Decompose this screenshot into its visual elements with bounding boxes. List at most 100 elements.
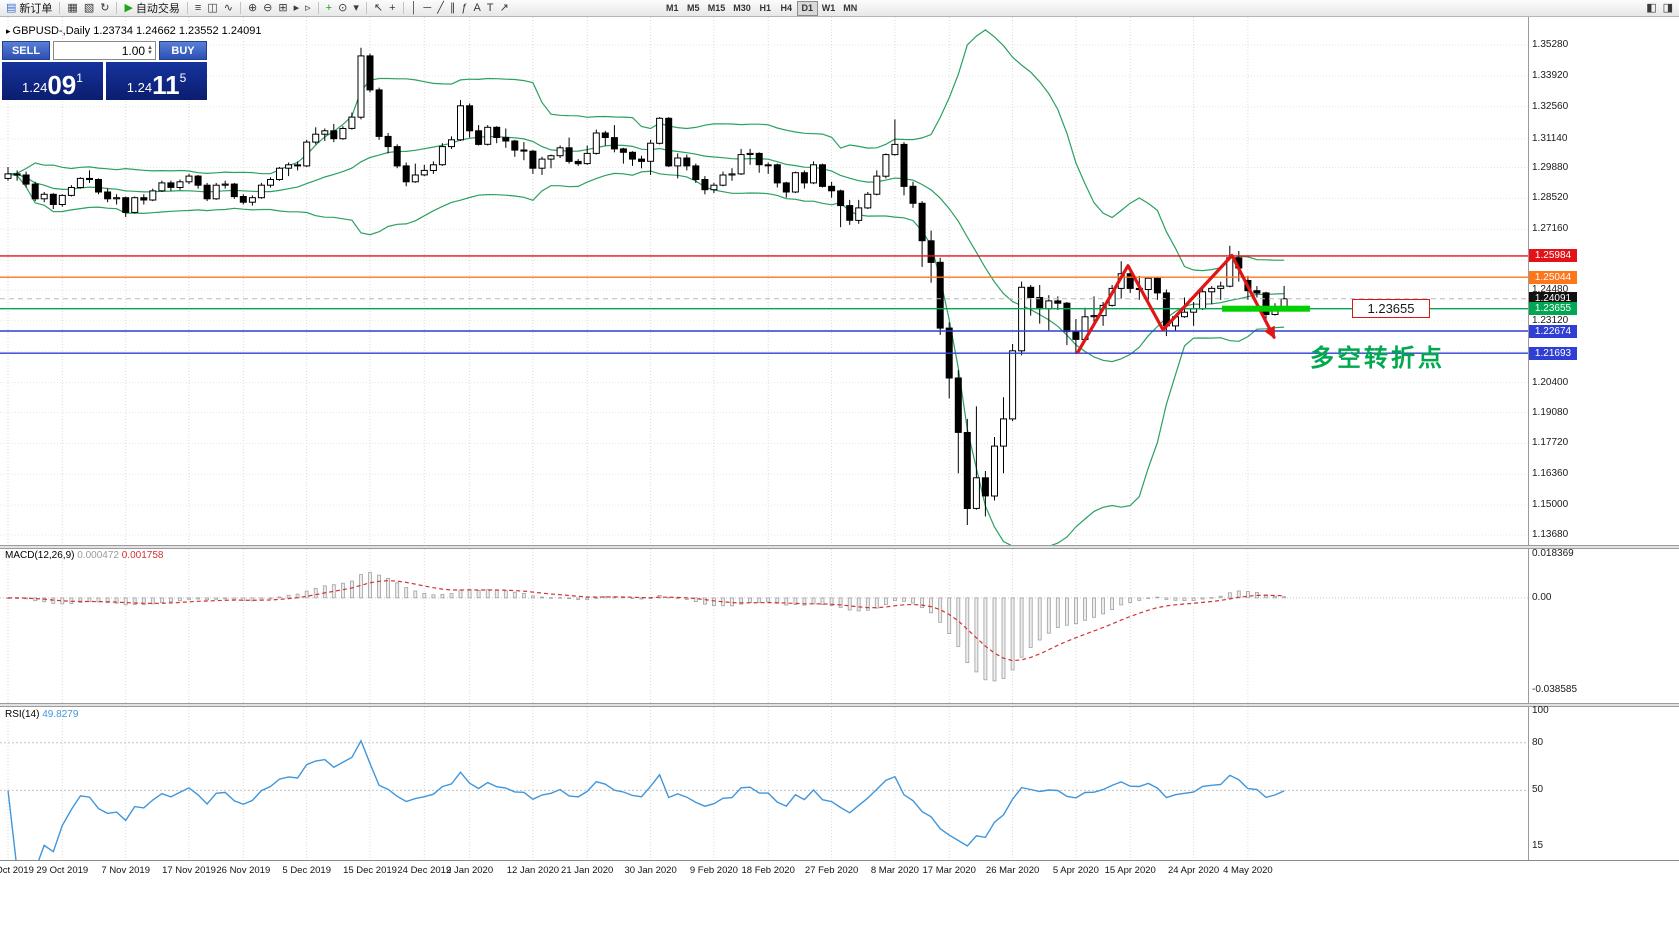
zoom-out-button[interactable]: ⊖: [260, 1, 275, 16]
line-chart-button[interactable]: ∿: [221, 1, 236, 16]
add-indicator-button[interactable]: +: [323, 1, 335, 16]
buy-button[interactable]: BUY: [159, 41, 207, 60]
timeframe-m15-button[interactable]: M15: [707, 3, 726, 13]
line-chart-icon: ∿: [223, 1, 233, 14]
lot-spinner[interactable]: ▲ ▼: [147, 44, 153, 56]
timeframe-h4-button[interactable]: H4: [780, 3, 793, 13]
price-tag[interactable]: 1.24091: [1529, 292, 1577, 306]
rsi-value: 49.8279: [42, 709, 79, 720]
price-axis-label: 1.28520: [1532, 192, 1569, 204]
time-axis-label: 17 Nov 2019: [162, 865, 216, 876]
panel-separator[interactable]: [0, 545, 1679, 549]
price-axis-label: 1.31140: [1532, 132, 1568, 144]
channel-button[interactable]: ∥: [447, 1, 459, 16]
crosshair-button[interactable]: +: [386, 1, 398, 16]
timeframe-m30-button[interactable]: M30: [733, 3, 751, 13]
text-button[interactable]: A: [470, 1, 483, 16]
price-axis-label: 1.35280: [1532, 39, 1569, 50]
time-axis-label: 20 Oct 2019: [0, 865, 34, 876]
profiles-button[interactable]: ▧: [81, 1, 97, 16]
bar-chart-button[interactable]: ≡: [192, 1, 204, 16]
market-watch-button[interactable]: ◧: [1643, 1, 1659, 16]
time-axis-label: 24 Dec 2019: [397, 865, 452, 876]
toolbar-separator: [59, 2, 61, 14]
chinese-annotation-text[interactable]: 多空转折点: [1310, 345, 1445, 372]
price-tag[interactable]: 1.22674: [1529, 324, 1577, 338]
trendline-button[interactable]: ╱: [434, 1, 447, 16]
macd-panel-canvas[interactable]: [0, 549, 1679, 703]
fibonacci-icon: ƒ: [461, 1, 468, 14]
buy-price-point: 5: [179, 71, 187, 85]
periods-button[interactable]: ⊙: [335, 1, 350, 16]
add-indicator-icon: +: [325, 1, 333, 14]
arrows-button[interactable]: ↗: [497, 1, 512, 16]
channel-icon: ∥: [449, 1, 456, 14]
horizontal-line-button[interactable]: ─: [420, 1, 434, 16]
navigator-button[interactable]: ◨: [1660, 1, 1676, 16]
tile-windows-button[interactable]: ⊞: [275, 1, 290, 16]
main-chart-canvas[interactable]: [0, 17, 1679, 545]
ohlc-values: 1.23734 1.24662 1.23552 1.24091: [93, 25, 262, 37]
panel-separator[interactable]: [0, 703, 1679, 707]
timeframe-m5-button[interactable]: M5: [686, 3, 700, 13]
new-chart-button[interactable]: ▦: [64, 1, 80, 16]
macd-axis-label: -0.038585: [1532, 684, 1578, 695]
sell-price-display[interactable]: 1.24 09 1: [2, 62, 103, 100]
spinner-up-icon[interactable]: ▲: [147, 44, 153, 51]
new-chart-icon: ▦: [67, 1, 78, 14]
time-axis-label: 29 Oct 2019: [36, 865, 89, 876]
new-order-button[interactable]: ▤ 新订单: [3, 1, 55, 16]
zoom-in-button[interactable]: ⊕: [245, 1, 260, 16]
navigator-icon: ◨: [1662, 1, 1673, 14]
timeframe-h1-button[interactable]: H1: [759, 3, 772, 13]
label-button[interactable]: T: [484, 1, 497, 16]
time-axis-label: 12 Jan 2020: [506, 865, 560, 876]
price-tag[interactable]: 1.21693: [1529, 346, 1577, 360]
symbol-marker-icon: ▸: [6, 26, 11, 36]
timeframe-w1-button[interactable]: W1: [821, 3, 836, 13]
macd-indicator-label: MACD(12,26,9) 0.000472 0.001758: [5, 550, 163, 561]
price-axis-label: 1.20400: [1532, 376, 1569, 388]
toolbar-separator: [317, 2, 319, 14]
symbol-period-label: GBPUSD-,Daily: [12, 25, 91, 37]
lot-size-field[interactable]: 1.00 ▲ ▼: [53, 41, 156, 60]
price-tag[interactable]: 1.25044: [1529, 270, 1577, 284]
price-tag[interactable]: 1.23655: [1529, 302, 1577, 316]
tile-windows-icon: ⊞: [278, 1, 288, 14]
timeframe-m1-button[interactable]: M1: [665, 3, 679, 13]
auto-scroll-button[interactable]: ▸: [291, 1, 303, 16]
timeframe-mn-button[interactable]: MN: [843, 3, 858, 13]
rsi-indicator-label: RSI(14) 49.8279: [5, 709, 78, 720]
templates-button[interactable]: ▾: [350, 1, 362, 16]
text-icon: A: [473, 1, 481, 14]
rsi-panel-canvas[interactable]: [0, 707, 1679, 860]
timeframe-d1-button[interactable]: D1: [796, 0, 818, 16]
time-axis-label: 9 Feb 2020: [689, 865, 738, 876]
rsi-axis-label: 100: [1532, 705, 1549, 716]
time-axis-label: 24 Apr 2020: [1167, 865, 1220, 876]
price-axis-label: 1.24480: [1532, 284, 1569, 295]
sell-button[interactable]: SELL: [2, 41, 50, 60]
price-tag[interactable]: 1.25984: [1529, 249, 1577, 263]
cursor-icon: ↖: [373, 1, 384, 14]
time-axis-label: 21 Jan 2020: [561, 865, 614, 876]
cursor-button[interactable]: ↖: [371, 1, 386, 16]
fibonacci-button[interactable]: ƒ: [458, 1, 470, 16]
time-axis-label: 30 Jan 2020: [624, 865, 677, 876]
buy-price-display[interactable]: 1.24 11 5: [106, 62, 207, 100]
time-axis-label: 17 Mar 2020: [922, 865, 976, 876]
price-annotation-label[interactable]: 1.23655: [1352, 299, 1430, 319]
chart-shift-button[interactable]: ▹: [302, 1, 314, 16]
autotrade-play-button[interactable]: ▶ 自动交易: [121, 1, 182, 16]
candlestick-chart-button[interactable]: ◫: [204, 1, 220, 16]
spinner-down-icon[interactable]: ▼: [147, 49, 153, 56]
time-axis-label: 26 Mar 2020: [985, 865, 1040, 876]
lot-size-value: 1.00: [121, 43, 146, 58]
horizontal-line-icon: ─: [423, 1, 432, 14]
crosshair-icon: +: [389, 1, 396, 14]
vertical-line-button[interactable]: │: [408, 1, 421, 16]
refresh-button[interactable]: ↻: [97, 1, 112, 16]
rsi-name: RSI(14): [5, 709, 40, 720]
